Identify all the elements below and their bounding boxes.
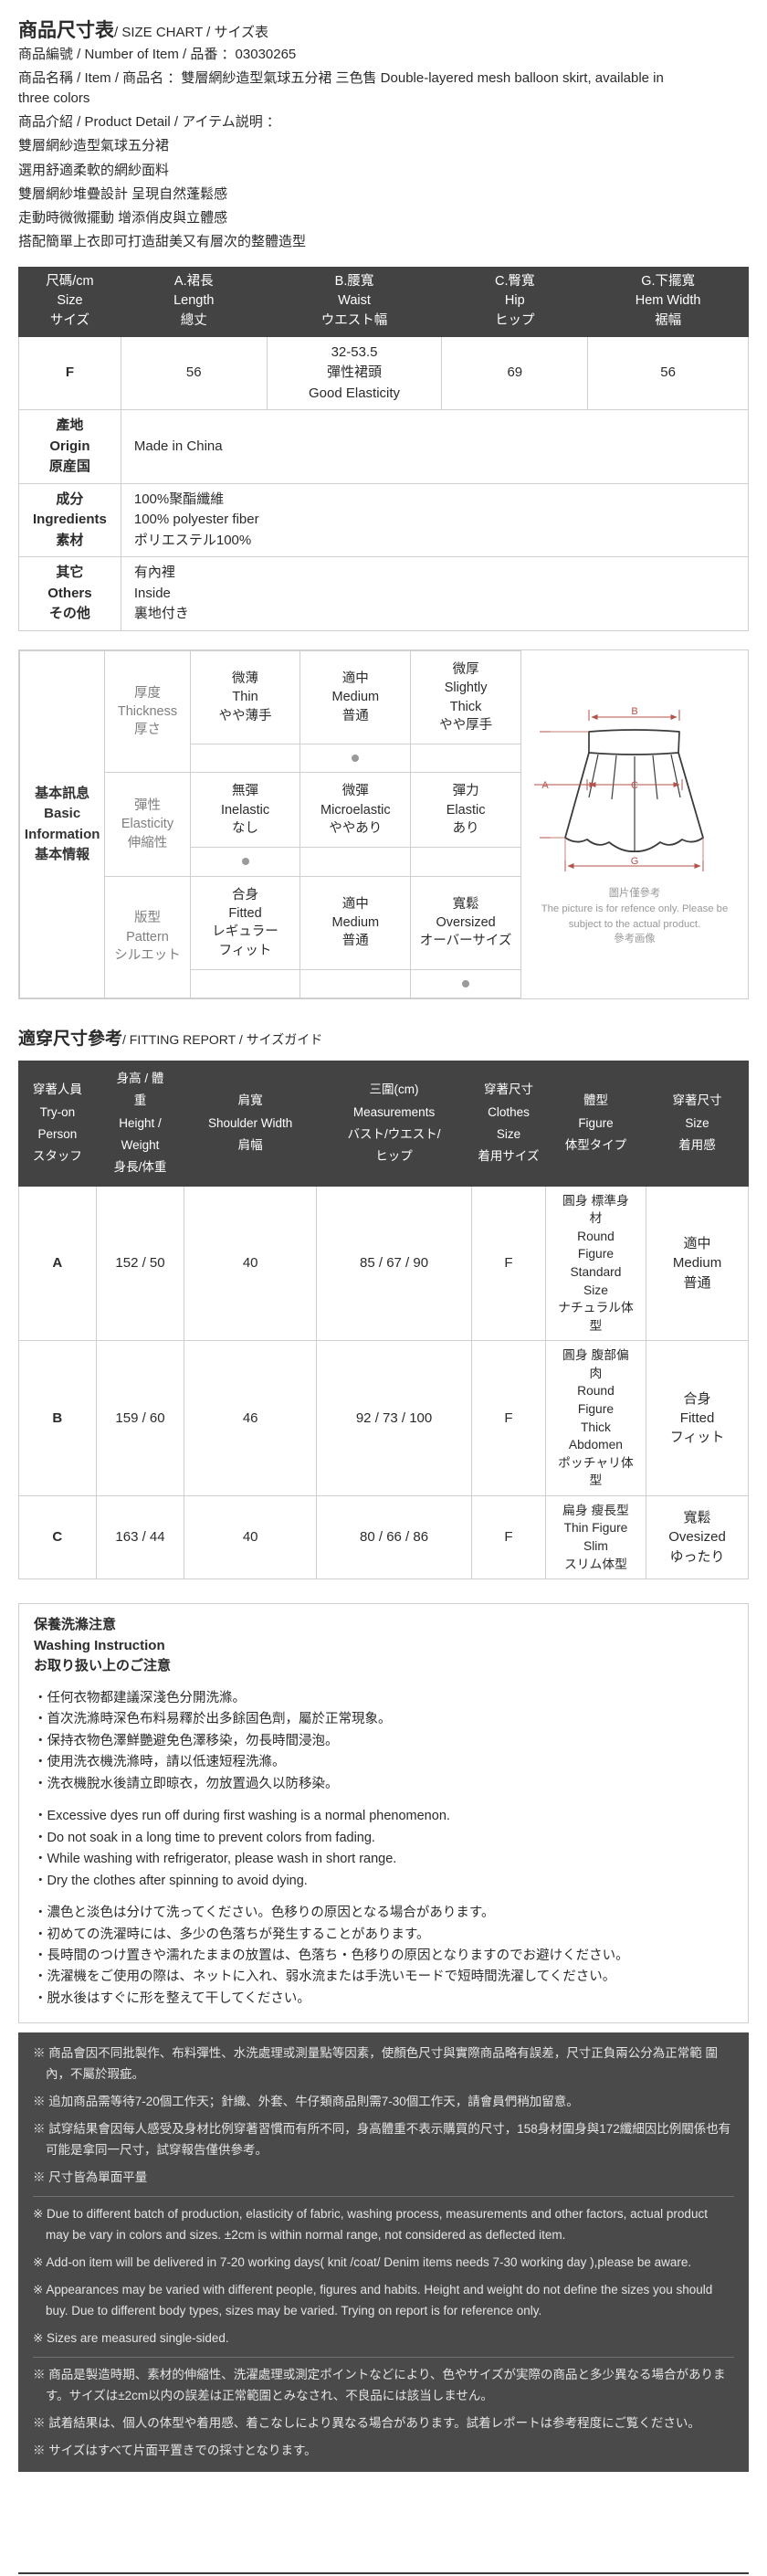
svg-text:G: G [631,856,639,867]
svg-text:C: C [631,780,638,791]
svg-text:B: B [631,706,637,717]
svg-text:A: A [541,780,549,791]
